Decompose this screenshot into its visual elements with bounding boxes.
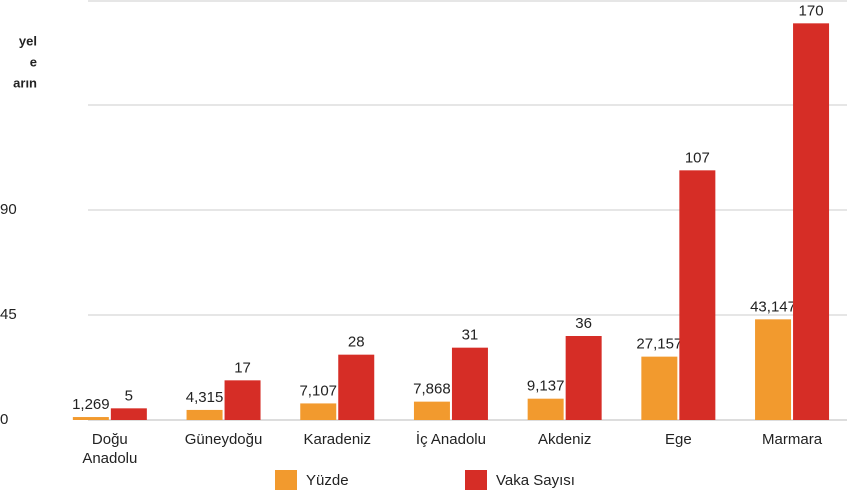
legend-label: Vaka Sayısı [496,472,575,489]
data-label: 170 [799,2,824,19]
x-tick-label: Akdeniz [537,431,592,448]
y-tick-label: 90 [0,201,17,218]
bar [300,403,337,420]
y-tick-label: 0 [0,411,8,428]
data-label: 1,269 [72,396,110,413]
x-tick-label: Doğu Anadolu [82,431,138,467]
bar [110,408,147,420]
bar [186,409,223,420]
bar [413,401,450,420]
bar [641,356,678,420]
bar [527,398,564,420]
x-tick-label: Güneydoğu [184,431,263,448]
x-tick-label: Marmara [762,431,823,448]
data-label: 27,157 [636,336,682,353]
data-label: 28 [348,334,365,351]
data-label: 17 [234,359,251,376]
chart-title: e [30,54,37,69]
data-label: 43,147 [750,298,796,315]
data-label: 9,137 [527,378,565,395]
x-tick-label: Ege [664,431,692,448]
bar [565,336,602,420]
data-label: 107 [685,149,710,166]
bar [793,23,830,420]
x-tick-label: İç Anadolu [415,431,486,448]
chart-title: arın [13,75,37,90]
bar [679,170,716,420]
bar [338,354,375,420]
legend-swatch [275,470,297,490]
data-label: 7,868 [413,381,451,398]
data-label: 31 [462,327,479,344]
data-label: 7,107 [299,382,337,399]
bar [224,380,261,420]
bar [72,417,109,420]
bar [451,347,488,420]
legend-label: Yüzde [306,472,349,489]
data-label: 36 [575,315,592,332]
bar [755,319,792,420]
data-label: 4,315 [186,389,224,406]
x-tick-label: Karadeniz [303,431,372,448]
legend-swatch [465,470,487,490]
chart-title: yel [19,33,37,48]
data-label: 5 [125,387,133,404]
y-tick-label: 45 [0,306,17,323]
